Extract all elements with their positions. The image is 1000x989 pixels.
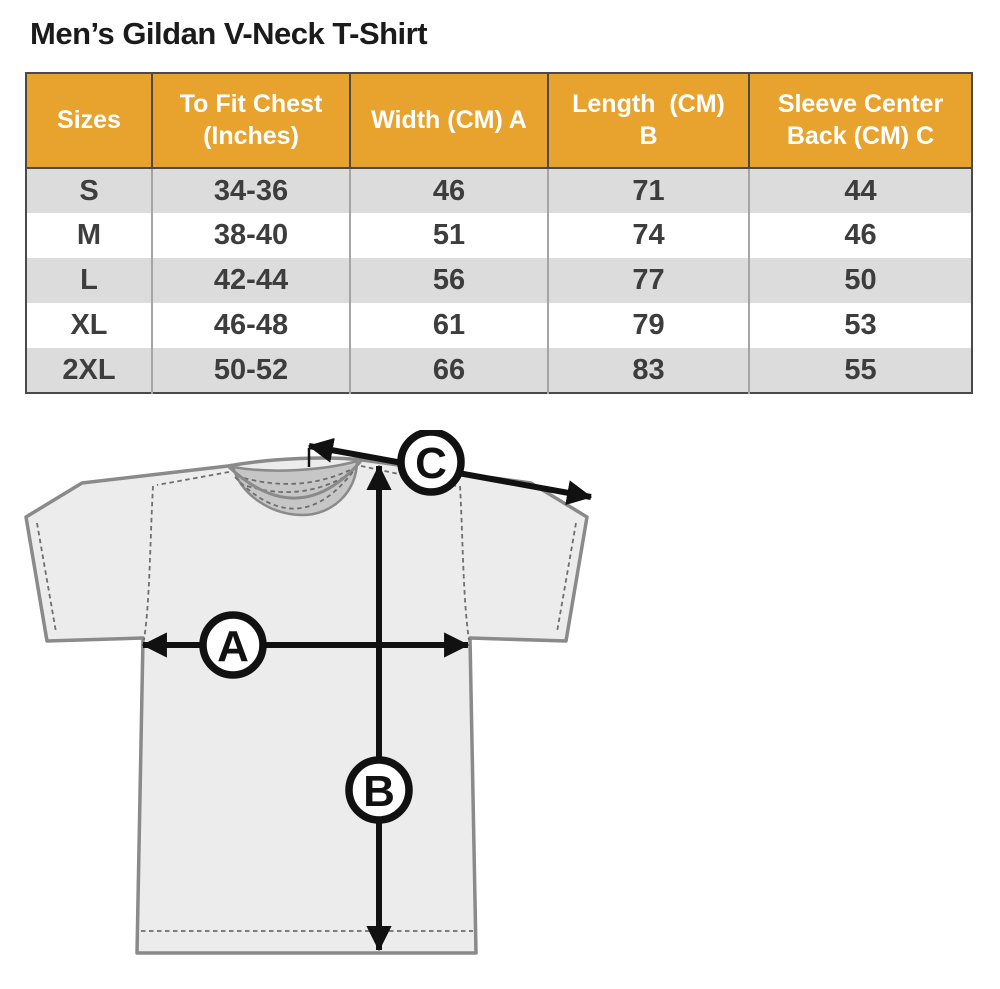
table-row-s: S 34-36 46 71 44: [26, 168, 972, 213]
column-header-sizes: Sizes: [26, 73, 152, 169]
label-letter-c: C: [415, 439, 447, 488]
table-cell: 83: [547, 348, 749, 393]
table-cell: 53: [748, 303, 972, 348]
table-cell: 50-52: [151, 348, 350, 393]
table-cell: 66: [349, 348, 548, 393]
table-cell: M: [26, 213, 152, 258]
armhole-stitch: [143, 485, 154, 641]
label-letter-a: A: [217, 622, 249, 671]
table-cell: 38-40: [151, 213, 350, 258]
table-header-row: Sizes To Fit Chest (Inches) Width (CM) A…: [26, 73, 972, 169]
table-row-l: L 42-44 56 77 50: [26, 258, 972, 303]
table-row-m: M 38-40 51 74 46: [26, 213, 972, 258]
label-width: A: [199, 611, 267, 679]
table-cell: 46: [349, 168, 548, 213]
size-table: Sizes To Fit Chest (Inches) Width (CM) A…: [25, 72, 973, 394]
table-cell: 51: [349, 213, 548, 258]
table-cell: 71: [547, 168, 749, 213]
table-cell: 46-48: [151, 303, 350, 348]
table-cell: 46: [748, 213, 972, 258]
page-title: Men’s Gildan V-Neck T-Shirt: [30, 16, 428, 51]
sleeve-hem-stitch: [36, 522, 57, 633]
table-cell: 34-36: [151, 168, 350, 213]
label-circle-c: [397, 430, 465, 496]
table-cell: S: [26, 168, 152, 213]
table-cell: 55: [748, 348, 972, 393]
label-circle-a: [199, 611, 267, 679]
table-cell: 79: [547, 303, 749, 348]
table-row-2xl: 2XL 50-52 66 83 55: [26, 348, 972, 393]
table-cell: L: [26, 258, 152, 303]
table-row-xl: XL 46-48 61 79 53: [26, 303, 972, 348]
label-length: B: [345, 756, 413, 824]
shoulder-stitch: [156, 471, 230, 486]
table-cell: 74: [547, 213, 749, 258]
tshirt-outline: [24, 456, 589, 955]
label-letter-b: B: [363, 767, 395, 816]
table-cell: XL: [26, 303, 152, 348]
table-cell: 77: [547, 258, 749, 303]
label-circle-b: [345, 756, 413, 824]
column-header-width: Width (CM) A: [349, 73, 548, 169]
column-header-length: Length (CM) B: [547, 73, 749, 169]
column-header-chest: To Fit Chest (Inches): [151, 73, 350, 169]
table-cell: 44: [748, 168, 972, 213]
table-cell: 56: [349, 258, 548, 303]
measurement-diagram: C A B: [24, 430, 593, 955]
column-header-sleeve: Sleeve Center Back (CM) C: [748, 73, 972, 169]
label-sleeve-center-back: C: [397, 430, 465, 496]
table-cell: 2XL: [26, 348, 152, 393]
table-cell: 42-44: [151, 258, 350, 303]
table-cell: 61: [349, 303, 548, 348]
sleeve-hem-stitch: [556, 522, 577, 633]
table-cell: 50: [748, 258, 972, 303]
